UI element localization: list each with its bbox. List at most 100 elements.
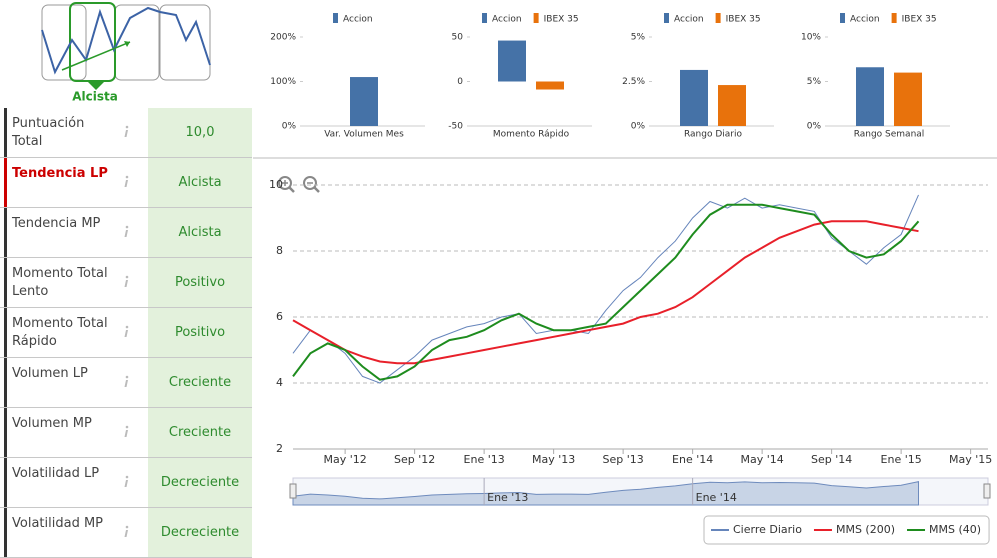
category-label: Rango Diario xyxy=(684,130,743,140)
y-tick-label: 0% xyxy=(807,122,822,132)
table-row: Tendencia MP Alcista xyxy=(0,208,252,258)
legend-label[interactable]: Cierre Diario xyxy=(733,523,802,536)
navigator-handle[interactable] xyxy=(983,483,991,499)
row-value: Decreciente xyxy=(148,508,252,557)
y-tick-label: 50 xyxy=(452,33,464,43)
zoom-buttons[interactable] xyxy=(278,176,320,193)
row-value: Positivo xyxy=(148,308,252,357)
legend-label: Accion xyxy=(492,15,522,25)
legend-box xyxy=(703,515,990,545)
legend-swatch xyxy=(840,13,845,23)
navigator-label: Ene '14 xyxy=(696,491,737,504)
table-row: Puntuación Total 10,0 xyxy=(0,108,252,158)
legend-swatch xyxy=(482,13,487,23)
legend-label[interactable]: MMS (200) xyxy=(836,523,895,536)
bar xyxy=(680,69,708,126)
row-label: Tendencia MP xyxy=(4,208,114,257)
info-icon[interactable] xyxy=(122,275,130,289)
legend-swatch xyxy=(891,13,897,23)
y-tick-label: 0 xyxy=(457,77,463,87)
table-row: Tendencia LP Alcista xyxy=(0,158,252,208)
row-value: Decreciente xyxy=(148,458,252,507)
y-tick-label: 200% xyxy=(270,33,296,43)
navigator-handle[interactable] xyxy=(289,483,297,499)
row-value: Alcista xyxy=(148,158,252,207)
legend-label: Accion xyxy=(343,15,373,25)
x-tick-label: Ene '14 xyxy=(672,453,713,466)
row-label: Volumen LP xyxy=(4,358,114,407)
info-icon[interactable] xyxy=(122,175,130,189)
row-label: Tendencia LP xyxy=(4,158,114,207)
x-tick-label: May '14 xyxy=(740,453,783,466)
row-label: Volatilidad MP xyxy=(4,508,114,557)
row-label: Momento Total Rápido xyxy=(4,308,114,357)
row-label: Volumen MP xyxy=(4,408,114,457)
info-icon[interactable] xyxy=(122,375,130,389)
y-tick-label: 2 xyxy=(276,442,283,455)
y-tick-label: 0% xyxy=(282,122,297,132)
legend-label: Accion xyxy=(674,15,704,25)
y-tick-label: 0% xyxy=(631,122,646,132)
bar xyxy=(856,67,884,126)
y-tick-label: 6 xyxy=(276,310,283,323)
info-icon[interactable] xyxy=(122,425,130,439)
x-tick-label: Sep '13 xyxy=(603,453,644,466)
legend-label: IBEX 35 xyxy=(544,15,579,25)
info-icon[interactable] xyxy=(122,225,130,239)
y-tick-label: 10% xyxy=(801,33,821,43)
y-tick-label: 4 xyxy=(276,376,283,389)
legend-swatch xyxy=(664,13,669,23)
info-icon[interactable] xyxy=(122,475,130,489)
trend-label: Alcista xyxy=(72,90,118,104)
series-line xyxy=(292,203,920,381)
row-value: Creciente xyxy=(148,358,252,407)
x-tick-label: May '13 xyxy=(532,453,575,466)
x-tick-label: Ene '15 xyxy=(881,453,922,466)
score-table: Puntuación Total 10,0 Tendencia LP Alcista T… xyxy=(0,108,252,558)
bar xyxy=(894,72,922,126)
zoom-in[interactable] xyxy=(278,176,292,190)
bar xyxy=(718,85,746,126)
row-value: Positivo xyxy=(148,258,252,307)
x-tick-label: May '15 xyxy=(949,453,992,466)
y-tick-label: 8 xyxy=(276,244,283,257)
y-tick-label: 5% xyxy=(807,77,822,87)
y-tick-label: 5% xyxy=(631,33,646,43)
table-row: Volumen MP Creciente xyxy=(0,408,252,458)
navigator-area xyxy=(292,480,919,506)
table-row: Volumen LP Creciente xyxy=(0,358,252,408)
row-value: Alcista xyxy=(148,208,252,257)
table-row: Momento Total Rápido Positivo xyxy=(0,308,252,358)
legend-label: Accion xyxy=(850,15,880,25)
bar xyxy=(536,81,564,90)
row-value: 10,0 xyxy=(148,108,252,157)
row-label: Momento Total Lento xyxy=(4,258,114,307)
row-value: Creciente xyxy=(148,408,252,457)
series-line xyxy=(292,220,919,365)
table-row: Momento Total Lento Positivo xyxy=(0,258,252,308)
x-tick-label: Ene '13 xyxy=(464,453,505,466)
info-icon[interactable] xyxy=(122,525,130,539)
series-line xyxy=(292,194,919,384)
table-row: Volatilidad LP Decreciente xyxy=(0,458,252,508)
category-label: Rango Semanal xyxy=(854,130,925,140)
row-label: Volatilidad LP xyxy=(4,458,114,507)
legend-label[interactable]: MMS (40) xyxy=(929,523,981,536)
legend-swatch xyxy=(333,13,338,23)
info-icon[interactable] xyxy=(122,125,130,139)
info-icon[interactable] xyxy=(122,325,130,339)
navigator-label: Ene '13 xyxy=(487,491,528,504)
y-tick-label: -50 xyxy=(448,122,463,132)
legend-label: IBEX 35 xyxy=(726,15,761,25)
bar xyxy=(498,40,526,82)
legend-swatch xyxy=(715,13,721,23)
trend-icon xyxy=(41,2,211,90)
table-row: Volatilidad MP Decreciente xyxy=(0,508,252,558)
y-tick-label: 100% xyxy=(270,77,296,87)
category-label: Var. Volumen Mes xyxy=(324,130,404,140)
row-label: Puntuación Total xyxy=(4,108,114,157)
legend-label: IBEX 35 xyxy=(902,15,937,25)
zoom-out[interactable] xyxy=(303,176,317,190)
